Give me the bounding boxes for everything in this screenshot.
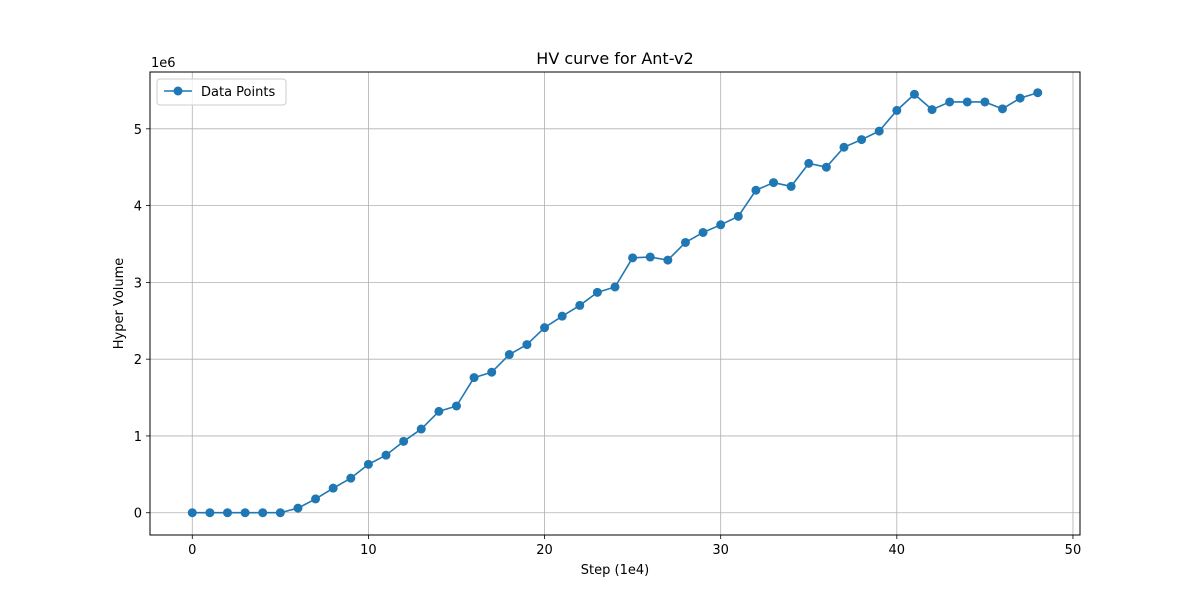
data-point bbox=[839, 142, 849, 152]
data-point bbox=[663, 255, 673, 265]
data-point bbox=[346, 473, 356, 483]
y-tick-label: 5 bbox=[134, 123, 142, 138]
data-point bbox=[434, 406, 444, 416]
legend-marker-swatch bbox=[173, 86, 183, 96]
data-point bbox=[258, 508, 268, 518]
legend-label: Data Points bbox=[201, 85, 275, 100]
chart-title: HV curve for Ant-v2 bbox=[536, 49, 693, 68]
grid-lines bbox=[150, 72, 1080, 535]
y-tick-label: 4 bbox=[134, 200, 142, 215]
data-point bbox=[680, 237, 690, 247]
data-point bbox=[240, 508, 250, 518]
data-point bbox=[557, 311, 567, 321]
data-point bbox=[857, 135, 867, 145]
data-point bbox=[381, 450, 391, 460]
data-point bbox=[275, 508, 285, 518]
x-tick-label: 10 bbox=[360, 543, 377, 558]
x-tick-label: 20 bbox=[536, 543, 553, 558]
y-offset-label: 1e6 bbox=[151, 56, 176, 71]
legend-box bbox=[156, 78, 287, 106]
x-tick-label: 50 bbox=[1065, 543, 1082, 558]
data-point bbox=[416, 424, 426, 434]
legend: Data Points bbox=[156, 78, 287, 106]
plot-frame bbox=[149, 71, 1081, 536]
data-point bbox=[733, 211, 743, 221]
data-point bbox=[945, 97, 955, 107]
data-point bbox=[645, 252, 655, 262]
x-tick-label: 0 bbox=[188, 543, 196, 558]
data-point bbox=[821, 162, 831, 172]
data-point bbox=[451, 401, 461, 411]
x-tick-label: 30 bbox=[712, 543, 729, 558]
data-point bbox=[328, 483, 338, 493]
y-tick-label: 3 bbox=[134, 276, 142, 291]
data-point bbox=[962, 97, 972, 107]
data-point bbox=[592, 287, 602, 297]
data-point bbox=[892, 105, 902, 115]
data-point bbox=[311, 494, 321, 504]
data-point bbox=[223, 508, 232, 518]
data-point bbox=[980, 97, 990, 107]
y-tick-label: 0 bbox=[134, 507, 142, 522]
data-point bbox=[293, 503, 303, 513]
data-point bbox=[804, 158, 814, 168]
data-point bbox=[769, 178, 779, 188]
data-point bbox=[1015, 93, 1025, 103]
data-point bbox=[205, 508, 215, 518]
data-point bbox=[187, 508, 197, 518]
data-point bbox=[540, 323, 550, 333]
data-point bbox=[504, 350, 514, 360]
data-point bbox=[751, 185, 761, 195]
data-point bbox=[575, 300, 585, 310]
axis-ticks: 0 10 20 30 40 50 0 1 2 3 4 5 bbox=[134, 123, 1082, 558]
data-point bbox=[874, 126, 884, 136]
data-point bbox=[927, 105, 937, 115]
data-point bbox=[909, 89, 919, 99]
x-axis-label: Step (1e4) bbox=[581, 563, 649, 578]
y-tick-label: 1 bbox=[134, 430, 142, 445]
data-point bbox=[522, 340, 532, 350]
x-tick-label: 40 bbox=[889, 543, 906, 558]
data-point bbox=[716, 220, 726, 230]
data-point bbox=[487, 367, 497, 377]
data-point bbox=[698, 227, 708, 237]
data-point bbox=[628, 253, 638, 263]
data-point bbox=[469, 373, 479, 383]
data-point bbox=[786, 181, 796, 191]
data-point bbox=[1033, 88, 1043, 98]
y-axis-label: Hyper Volume bbox=[112, 258, 127, 350]
data-point bbox=[998, 104, 1007, 114]
series-layer bbox=[187, 88, 1043, 518]
data-point bbox=[399, 436, 409, 446]
data-point bbox=[363, 459, 373, 469]
y-tick-label: 2 bbox=[134, 353, 142, 368]
data-point bbox=[610, 282, 620, 292]
